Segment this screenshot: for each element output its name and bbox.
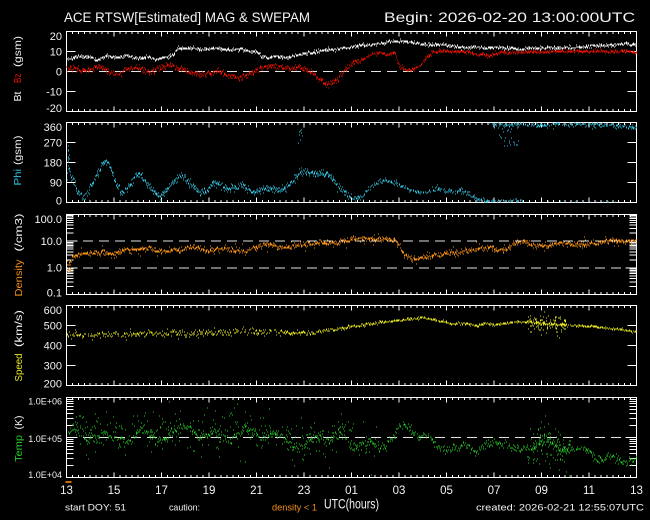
svg-text:200: 200 xyxy=(44,379,62,391)
svg-text:UTC(hours): UTC(hours) xyxy=(324,496,379,512)
svg-text:20: 20 xyxy=(50,31,62,43)
svg-text:03: 03 xyxy=(393,485,406,497)
svg-text:600: 600 xyxy=(44,305,62,317)
svg-text:13: 13 xyxy=(60,485,73,497)
svg-text:Bz: Bz xyxy=(12,74,24,84)
svg-text:360: 360 xyxy=(44,122,62,134)
svg-text:11: 11 xyxy=(583,485,595,497)
svg-text:-20: -20 xyxy=(46,103,62,115)
svg-text:Temp: Temp xyxy=(13,435,25,462)
svg-text:(km/s): (km/s) xyxy=(13,310,25,347)
svg-text:90: 90 xyxy=(50,178,62,190)
svg-text:21: 21 xyxy=(250,485,263,497)
svg-text:180: 180 xyxy=(44,158,62,170)
svg-text:(/cm3): (/cm3) xyxy=(13,214,25,252)
svg-text:19: 19 xyxy=(203,485,216,497)
svg-text:13: 13 xyxy=(630,485,643,497)
svg-text:10.0: 10.0 xyxy=(41,236,62,248)
svg-text:1.0: 1.0 xyxy=(47,263,62,275)
svg-text:15: 15 xyxy=(108,485,121,497)
svg-text:(gsm): (gsm) xyxy=(12,136,24,166)
svg-text:Speed: Speed xyxy=(13,353,25,381)
svg-text:ACE RTSW[Estimated] MAG & SWEP: ACE RTSW[Estimated] MAG & SWEPAM xyxy=(64,9,310,25)
svg-text:1.0E+05: 1.0E+05 xyxy=(28,434,62,444)
svg-text:100.0: 100.0 xyxy=(34,214,62,226)
svg-text:1.0E+06: 1.0E+06 xyxy=(28,397,62,407)
svg-text:0: 0 xyxy=(56,67,62,79)
svg-text:01: 01 xyxy=(345,485,358,497)
svg-text:300: 300 xyxy=(44,361,62,373)
svg-text:(K): (K) xyxy=(13,416,25,430)
svg-text:17: 17 xyxy=(155,485,168,497)
svg-text:start DOY: 51: start DOY: 51 xyxy=(65,503,126,514)
svg-text:07: 07 xyxy=(488,485,501,497)
svg-text:Begin: 2026-02-20 13:00:00UTC: Begin: 2026-02-20 13:00:00UTC xyxy=(384,9,635,25)
svg-text:500: 500 xyxy=(44,321,62,333)
svg-text:0: 0 xyxy=(56,196,62,208)
svg-text:23: 23 xyxy=(298,485,311,497)
svg-text:created: 2026-02-21 12:55:07UT: created: 2026-02-21 12:55:07UTC xyxy=(476,503,644,514)
svg-text:caution:: caution: xyxy=(169,503,200,514)
svg-text:0.1: 0.1 xyxy=(47,288,62,300)
svg-text:-10: -10 xyxy=(46,87,62,99)
svg-text:09: 09 xyxy=(535,485,548,497)
svg-text:270: 270 xyxy=(44,138,62,150)
svg-text:Bt: Bt xyxy=(12,91,24,101)
svg-text:(gsm): (gsm) xyxy=(12,36,24,67)
svg-text:1.0E+04: 1.0E+04 xyxy=(28,470,62,480)
svg-text:density < 1: density < 1 xyxy=(272,503,317,514)
svg-text:400: 400 xyxy=(44,341,62,353)
svg-text:05: 05 xyxy=(440,485,453,497)
svg-text:Phi: Phi xyxy=(12,169,24,186)
svg-text:10: 10 xyxy=(50,47,62,59)
svg-text:Density: Density xyxy=(13,259,25,297)
